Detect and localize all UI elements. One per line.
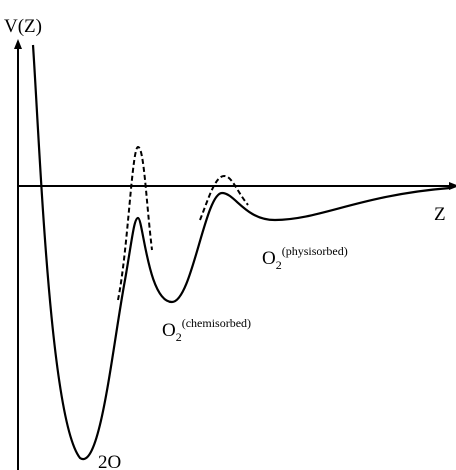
y-axis-label: V(Z) xyxy=(4,16,42,37)
label-base: O xyxy=(262,248,276,269)
barrier-dashed xyxy=(199,174,249,221)
dissociated-label: 2O xyxy=(98,452,121,470)
label-base: O xyxy=(162,320,176,341)
physisorbed-label: O2(physisorbed) xyxy=(262,244,348,272)
label-sup: (chemisorbed) xyxy=(182,316,251,330)
label-sub: 2 xyxy=(276,258,282,272)
barrier-dashed xyxy=(117,145,153,301)
x-axis-label: Z xyxy=(434,204,446,225)
potential-curve xyxy=(31,44,451,461)
label-sub: 2 xyxy=(176,330,182,344)
label-sup: (physisorbed) xyxy=(282,244,348,258)
chemisorbed-label: O2(chemisorbed) xyxy=(162,316,251,344)
